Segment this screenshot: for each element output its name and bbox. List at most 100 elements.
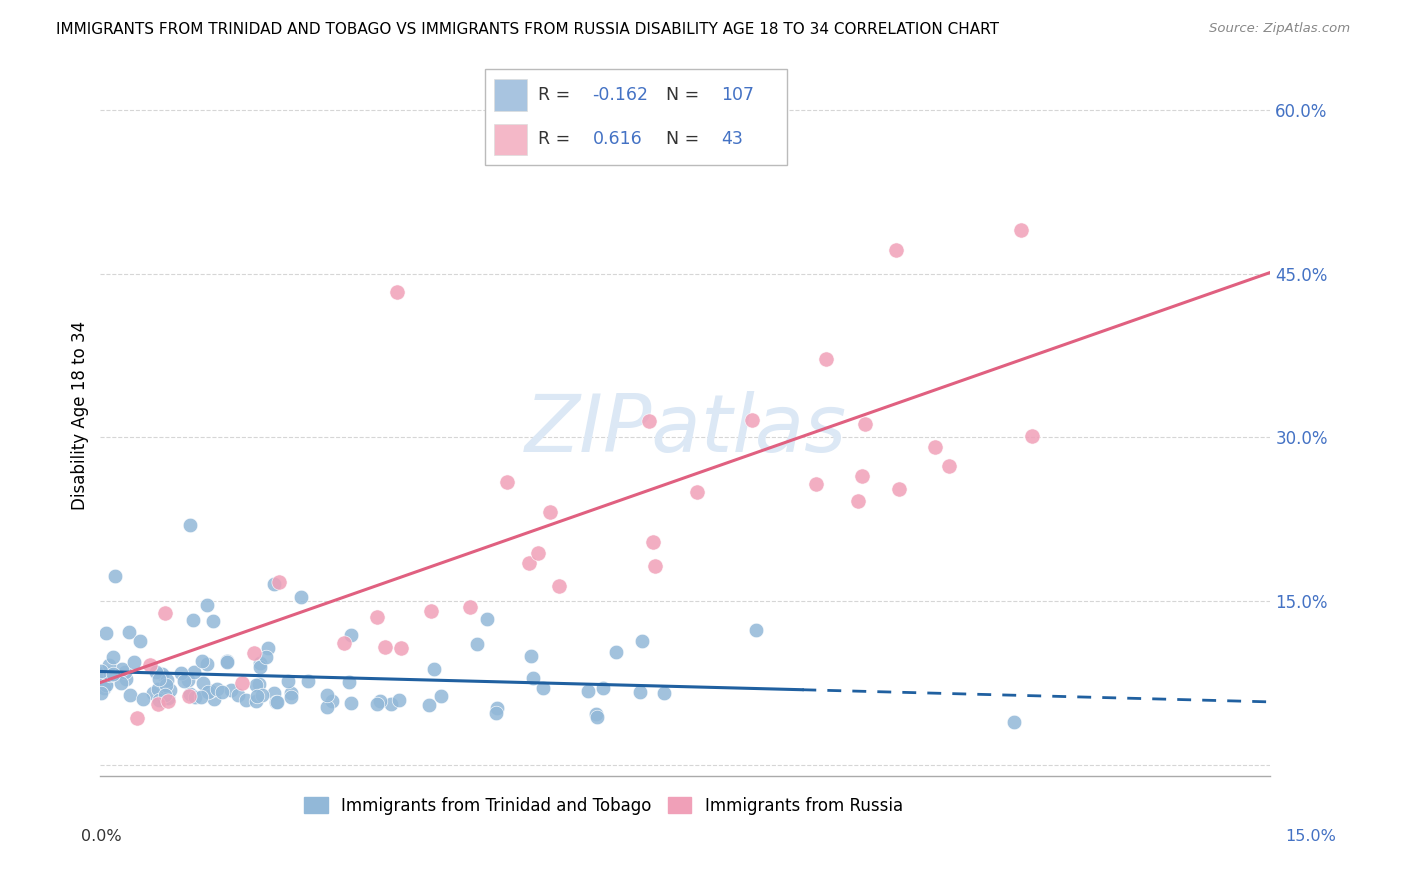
Point — [686, 484, 709, 499]
Point — [94, 626, 117, 640]
Point — [652, 686, 675, 700]
Point — [247, 677, 270, 691]
Point — [156, 673, 179, 687]
Point — [297, 674, 319, 689]
Point — [157, 690, 180, 705]
Point — [418, 698, 440, 713]
Point — [475, 612, 498, 626]
Point — [884, 243, 907, 257]
Point — [205, 681, 228, 696]
Point — [389, 640, 412, 655]
Point — [853, 417, 876, 432]
Legend: Immigrants from Trinidad and Tobago, Immigrants from Russia: Immigrants from Trinidad and Tobago, Imm… — [298, 790, 910, 822]
Point — [257, 640, 280, 655]
Point — [643, 534, 665, 549]
Point — [267, 574, 290, 589]
Point — [280, 690, 302, 705]
Point — [96, 678, 118, 692]
Point — [458, 600, 481, 615]
Point — [235, 693, 257, 707]
FancyBboxPatch shape — [494, 124, 527, 155]
Text: -0.162: -0.162 — [592, 87, 648, 104]
Point — [110, 662, 132, 676]
Point — [153, 606, 176, 620]
Point — [114, 665, 136, 679]
Point — [465, 637, 488, 651]
Point — [177, 689, 200, 703]
Point — [266, 695, 288, 709]
Point — [1021, 428, 1043, 442]
Point — [517, 87, 540, 101]
Point — [132, 691, 155, 706]
Point — [129, 633, 152, 648]
Point — [592, 681, 614, 696]
Point — [215, 654, 238, 668]
Point — [98, 667, 121, 681]
Point — [585, 710, 607, 724]
FancyBboxPatch shape — [494, 79, 527, 112]
Point — [423, 662, 446, 676]
Point — [146, 681, 169, 696]
Point — [938, 458, 960, 473]
Point — [249, 656, 271, 670]
Point — [631, 633, 654, 648]
Point — [201, 614, 224, 628]
Point — [90, 676, 112, 690]
Point — [263, 686, 285, 700]
Point — [157, 694, 180, 708]
Point — [231, 676, 253, 690]
Point — [153, 688, 176, 702]
Point — [101, 667, 124, 681]
Point — [290, 590, 312, 604]
Point — [190, 654, 212, 668]
Point — [430, 690, 453, 704]
Point — [605, 645, 627, 659]
Point — [159, 683, 181, 698]
Point — [1002, 714, 1025, 729]
Point — [495, 475, 517, 489]
Point — [741, 412, 763, 426]
Point — [245, 678, 267, 692]
Point — [889, 483, 911, 497]
Point — [644, 558, 666, 573]
Point — [90, 665, 112, 679]
Point — [388, 692, 411, 706]
Point — [139, 657, 162, 672]
Point — [173, 673, 195, 688]
Point — [333, 636, 356, 650]
Point — [150, 666, 173, 681]
Point — [420, 604, 443, 618]
Point — [193, 676, 215, 690]
Point — [374, 640, 396, 655]
Point — [93, 681, 115, 696]
Text: 107: 107 — [721, 87, 754, 104]
Point — [337, 675, 360, 690]
Text: IMMIGRANTS FROM TRINIDAD AND TOBAGO VS IMMIGRANTS FROM RUSSIA DISABILITY AGE 18 : IMMIGRANTS FROM TRINIDAD AND TOBAGO VS I… — [56, 22, 1000, 37]
Point — [179, 687, 201, 701]
Point — [254, 649, 277, 664]
Point — [148, 672, 170, 686]
Point — [263, 576, 285, 591]
Point — [804, 477, 827, 491]
Point — [517, 556, 540, 570]
Point — [190, 690, 212, 704]
Text: N =: N = — [666, 130, 710, 148]
Point — [851, 468, 873, 483]
Point — [184, 690, 207, 704]
Point — [217, 655, 239, 669]
Point — [211, 685, 233, 699]
Point — [145, 665, 167, 680]
Point — [252, 688, 274, 702]
Point — [122, 655, 145, 669]
Point — [638, 414, 661, 428]
Point — [366, 610, 388, 624]
Point — [197, 685, 219, 699]
Text: R =: R = — [538, 130, 581, 148]
Point — [104, 569, 127, 583]
Point — [745, 624, 768, 638]
Point — [96, 676, 118, 690]
Point — [198, 684, 221, 698]
Point — [485, 701, 508, 715]
Text: ZIPatlas: ZIPatlas — [524, 391, 846, 469]
Point — [628, 684, 651, 698]
